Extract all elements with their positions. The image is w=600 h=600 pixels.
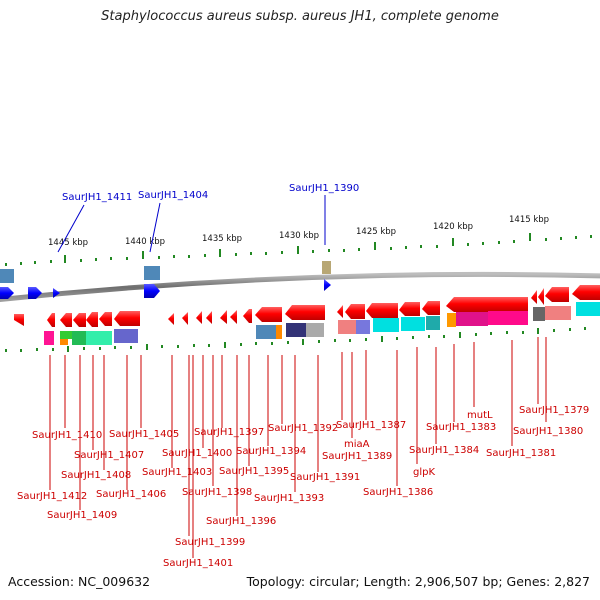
- gene-arrow-reverse: [285, 305, 325, 320]
- gene-label[interactable]: SaurJH1_1393: [254, 493, 324, 504]
- gene-label[interactable]: SaurJH1_1396: [206, 516, 276, 527]
- scale-tick-row-bottom: [5, 327, 586, 352]
- gene-arrow-reverse: [99, 312, 112, 326]
- gene-arrow-reverse: [60, 313, 72, 327]
- gene-arrow-reverse: [168, 313, 174, 325]
- gene-label[interactable]: SaurJH1_1394: [236, 446, 306, 457]
- gene-label[interactable]: SaurJH1_1389: [322, 451, 392, 462]
- gene-arrow-forward: [0, 287, 14, 299]
- gene-arrow-forward: [144, 284, 160, 298]
- gene-label[interactable]: SaurJH1_1401: [163, 558, 233, 569]
- gene-arrow-reverse: [337, 305, 343, 318]
- gene-arrow-reverse: [531, 290, 537, 304]
- scale-label-1425: 1425 kbp: [356, 227, 396, 237]
- gene-label[interactable]: SaurJH1_1407: [74, 450, 144, 461]
- gene-label-1404[interactable]: SaurJH1_1404: [138, 190, 208, 201]
- gene-label[interactable]: SaurJH1_1386: [363, 487, 433, 498]
- gene-arrow-reverse: [545, 287, 569, 302]
- gene-label[interactable]: SaurJH1_1392: [268, 423, 338, 434]
- scale-tick-row-top: [5, 233, 592, 266]
- gene-label[interactable]: SaurJH1_1403: [142, 467, 212, 478]
- gene-label[interactable]: SaurJH1_1380: [513, 426, 583, 437]
- gene-arrow-reverse: [366, 303, 398, 318]
- gene-label[interactable]: SaurJH1_1406: [96, 489, 166, 500]
- gene-label[interactable]: SaurJH1_1405: [109, 429, 179, 440]
- genome-backbone: [0, 271, 600, 303]
- gene-arrow-reverse: [47, 313, 55, 327]
- top-leader-lines: [57, 195, 326, 253]
- gene-label[interactable]: SaurJH1_1395: [219, 466, 289, 477]
- genome-title: Staphylococcus aureus subsp. aureus JH1,…: [101, 9, 499, 24]
- scale-label-1420: 1420 kbp: [433, 222, 473, 232]
- reverse-genes[interactable]: [14, 285, 600, 327]
- bottom-leader-lines: [49, 337, 547, 558]
- gene-arrow-reverse: [114, 311, 140, 326]
- gene-arrow-reverse: [220, 310, 227, 324]
- gene-arrow-forward: [28, 287, 42, 299]
- bottom-gene-labels: SaurJH1_1410 SaurJH1_1412 SaurJH1_1409 S…: [17, 405, 589, 569]
- gene-label[interactable]: SaurJH1_1412: [17, 491, 87, 502]
- gene-label[interactable]: glpK: [413, 467, 435, 478]
- gene-label[interactable]: SaurJH1_1397: [194, 427, 264, 438]
- gene-label[interactable]: SaurJH1_1383: [426, 422, 496, 433]
- gene-arrow-reverse: [230, 310, 237, 324]
- gene-arrow-reverse: [86, 312, 98, 327]
- gene-arrow-reverse: [345, 304, 365, 319]
- gene-label-1390[interactable]: SaurJH1_1390: [289, 183, 359, 194]
- gene-label[interactable]: SaurJH1_1409: [47, 510, 117, 521]
- gene-arrow-reverse: [206, 311, 212, 324]
- gene-arrow-reverse: [73, 313, 86, 327]
- gene-label[interactable]: SaurJH1_1387: [336, 420, 406, 431]
- gene-arrow-forward: [324, 279, 331, 291]
- scale-label-1435: 1435 kbp: [202, 234, 242, 244]
- gene-label[interactable]: SaurJH1_1408: [61, 470, 131, 481]
- gene-label[interactable]: SaurJH1_1379: [519, 405, 589, 416]
- gene-arrow-reverse: [196, 311, 202, 324]
- gene-arrow-reverse: [422, 301, 440, 315]
- gene-arrow-reverse: [255, 307, 282, 322]
- gene-arrow-reverse: [572, 285, 600, 300]
- gene-arrow-reverse: [182, 312, 188, 325]
- gene-label[interactable]: SaurJH1_1391: [290, 472, 360, 483]
- gene-arrow-reverse: [399, 302, 420, 316]
- gene-label[interactable]: mutL: [467, 410, 493, 421]
- forward-annotation-blocks: [0, 261, 331, 283]
- scale-label-1440: 1440 kbp: [125, 237, 165, 247]
- gene-arrow-reverse: [243, 309, 252, 323]
- gene-arrow-reverse: [538, 288, 544, 305]
- gene-label[interactable]: SaurJH1_1400: [162, 448, 232, 459]
- scale-label-1415: 1415 kbp: [509, 215, 549, 225]
- forward-genes[interactable]: [0, 279, 331, 299]
- gene-arrow-forward: [53, 288, 60, 298]
- gene-label[interactable]: miaA: [344, 439, 370, 450]
- gene-label[interactable]: SaurJH1_1381: [486, 448, 556, 459]
- gene-label[interactable]: SaurJH1_1398: [182, 487, 252, 498]
- gene-arrow-reverse: [446, 297, 528, 312]
- genome-summary-text: Topology: circular; Length: 2,906,507 bp…: [246, 574, 590, 589]
- scale-label-1430: 1430 kbp: [279, 231, 319, 241]
- gene-arrow-reverse: [14, 314, 24, 326]
- gene-label[interactable]: SaurJH1_1399: [175, 537, 245, 548]
- gene-label[interactable]: SaurJH1_1410: [32, 430, 102, 441]
- reverse-annotation-blocks: [44, 302, 600, 345]
- gene-label[interactable]: SaurJH1_1384: [409, 445, 479, 456]
- accession-text: Accession: NC_009632: [8, 574, 151, 589]
- gene-label-1411[interactable]: SaurJH1_1411: [62, 192, 132, 203]
- scale-label-1445: 1445 kbp: [48, 238, 88, 248]
